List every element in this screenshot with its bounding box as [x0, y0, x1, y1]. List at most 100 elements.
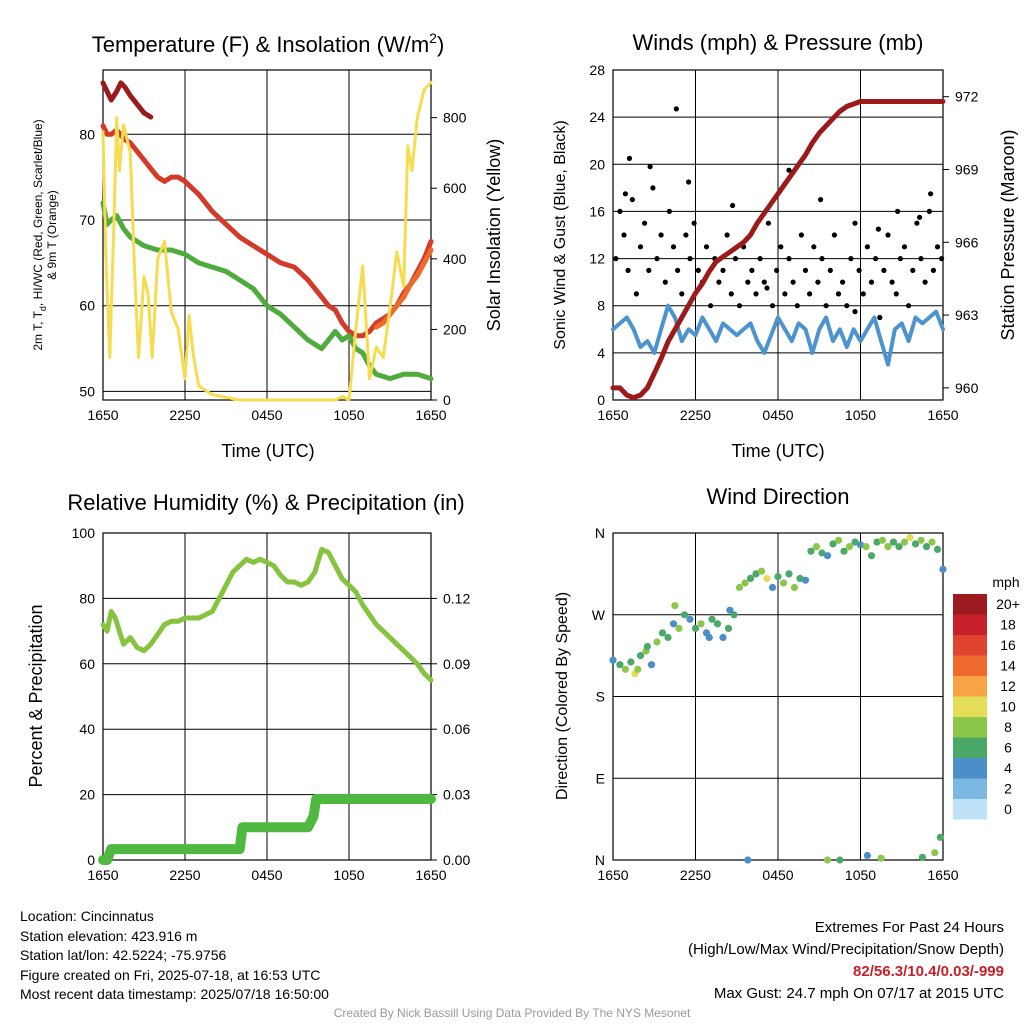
- x-tick-label: 1650: [87, 407, 118, 423]
- direction-point: [658, 629, 667, 637]
- direction-point: [627, 658, 635, 666]
- direction-point: [697, 620, 705, 628]
- x-tick-label: 1050: [845, 407, 876, 423]
- legend-label: 4: [1004, 760, 1012, 776]
- x-tick-label: 1650: [87, 867, 118, 883]
- x-tick-label: 0450: [762, 407, 793, 423]
- x-tick-label: 0450: [251, 407, 282, 423]
- gust-point: [906, 303, 912, 309]
- gust-point: [831, 232, 838, 238]
- direction-point: [741, 579, 749, 587]
- direction-point: [918, 853, 927, 861]
- gust-point: [658, 232, 664, 238]
- x-tick-label: 1650: [927, 407, 958, 423]
- y-tick-label: 0: [597, 392, 605, 408]
- gust-point: [650, 185, 656, 191]
- gust-point: [794, 303, 800, 309]
- extremes-info: Extremes For Past 24 Hours (High/Low/Max…: [688, 917, 1004, 1005]
- y2-axis-label: Station Pressure (Maroon): [998, 129, 1018, 340]
- x-tick-label: 0450: [251, 867, 282, 883]
- gust-point: [782, 291, 788, 297]
- legend-swatch: [953, 594, 987, 615]
- gust-point: [621, 232, 627, 238]
- gust-point: [736, 303, 743, 309]
- y-tick-label: 24: [589, 109, 605, 125]
- y2-tick-label: 963: [955, 307, 979, 323]
- direction-point: [911, 540, 920, 548]
- gust-point: [675, 267, 681, 273]
- temperature-series-4: [101, 80, 433, 402]
- gust-point: [647, 164, 653, 170]
- gust-point: [815, 279, 821, 285]
- y-tick-label: 100: [72, 525, 96, 541]
- gust-point: [673, 106, 679, 112]
- credit-text: Created By Nick Bassill Using Data Provi…: [333, 1006, 691, 1020]
- direction-point: [790, 583, 799, 592]
- legend-label: 16: [1000, 637, 1016, 653]
- recent-data-text: Most recent data timestamp: 2025/07/18 1…: [20, 986, 329, 1003]
- gust-point: [840, 279, 846, 285]
- direction-point: [616, 661, 624, 669]
- y-tick-label: 60: [79, 298, 95, 314]
- y2-tick-label: 600: [443, 180, 467, 196]
- gust-point: [914, 220, 920, 226]
- gust-point: [823, 303, 829, 309]
- gust-point: [819, 256, 825, 262]
- gust-point: [642, 220, 648, 226]
- gust-point: [895, 208, 901, 214]
- direction-point: [680, 611, 689, 619]
- y2-tick-label: 800: [443, 110, 467, 126]
- gust-point: [835, 291, 842, 297]
- gust-point: [928, 191, 934, 197]
- gust-point: [934, 244, 941, 250]
- temperature-series-2: [100, 80, 154, 120]
- x-axis-label: Time (UTC): [221, 441, 314, 461]
- direction-point: [708, 615, 716, 623]
- temperature-series-3: [373, 247, 434, 330]
- y2-tick-label: 400: [443, 251, 467, 267]
- x-axis-label: Time (UTC): [731, 441, 824, 461]
- direction-point: [653, 638, 661, 646]
- gust-point: [922, 279, 928, 285]
- chart-title: Temperature (F) & Insolation (W/m2): [92, 30, 445, 57]
- direction-point: [763, 574, 771, 583]
- y-tick-label: 12: [589, 251, 605, 267]
- legend-swatch: [953, 758, 987, 779]
- y2-tick-label: 0.03: [443, 787, 470, 803]
- legend-label: 18: [1000, 617, 1016, 633]
- gust-point: [802, 267, 809, 273]
- direction-point: [829, 540, 837, 548]
- gust-point: [679, 291, 685, 297]
- y2-tick-label: 0.06: [443, 721, 470, 737]
- direction-point: [671, 602, 679, 610]
- gust-point: [930, 267, 937, 273]
- gust-point: [769, 303, 776, 309]
- y-axis-label: Sonic Wind & Gust (Blue, Black): [552, 120, 569, 349]
- direction-point: [836, 856, 844, 864]
- gust-point: [910, 267, 916, 273]
- direction-point: [834, 536, 843, 544]
- direction-point: [939, 565, 947, 573]
- direction-point: [744, 856, 752, 864]
- gust-point: [662, 279, 668, 285]
- legend-label: 20+: [996, 596, 1020, 612]
- direction-point: [634, 665, 642, 673]
- direction-point: [856, 541, 865, 549]
- gust-point: [745, 279, 751, 285]
- gust-point: [749, 267, 755, 273]
- direction-point: [873, 538, 881, 546]
- gust-point: [786, 256, 792, 262]
- gust-point: [708, 303, 714, 309]
- y2-tick-label: 966: [955, 234, 979, 250]
- y-tick-label: W: [592, 607, 606, 623]
- gust-point: [864, 244, 871, 250]
- x-tick-label: 1050: [333, 867, 364, 883]
- legend-swatch: [953, 696, 987, 717]
- x-tick-label: 1650: [927, 867, 958, 883]
- y2-tick-label: 0.12: [443, 590, 470, 606]
- extremes-title: Extremes For Past 24 Hours: [814, 919, 1004, 936]
- direction-point: [931, 849, 939, 857]
- direction-point: [713, 620, 722, 628]
- gust-point: [885, 232, 891, 238]
- direction-point: [922, 543, 931, 551]
